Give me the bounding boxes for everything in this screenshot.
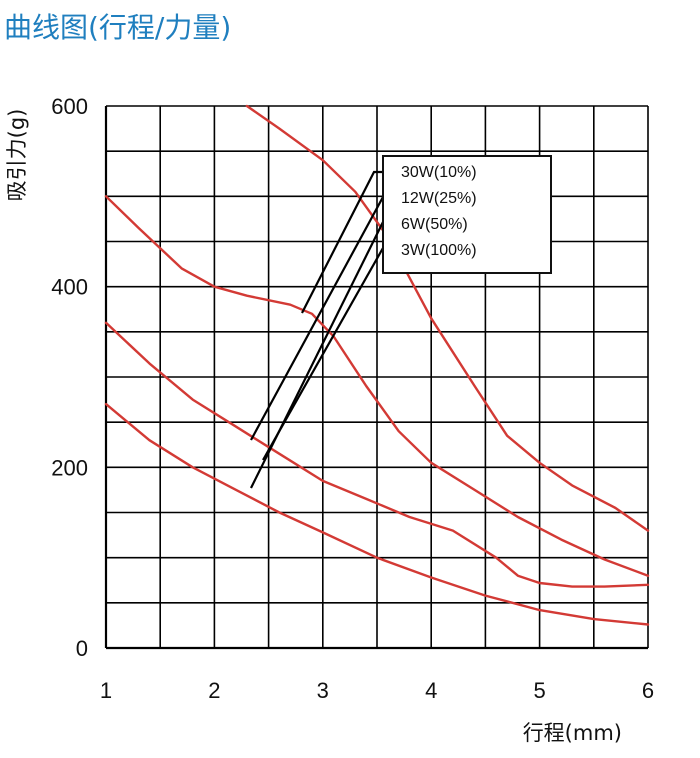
legend-leader-line-0 xyxy=(301,170,383,314)
legend-entry: 3W(100%) xyxy=(401,242,477,259)
series-line-0 xyxy=(245,104,650,532)
legend: 30W(10%) 12W(25%) 6W(50%) 3W(100%) xyxy=(382,155,552,274)
series-lines xyxy=(104,104,650,626)
x-tick-label: 1 xyxy=(100,678,112,703)
legend-entry: 12W(25%) xyxy=(401,190,477,207)
y-tick-label: 600 xyxy=(51,94,88,119)
legend-leader-line-3 xyxy=(262,247,384,461)
x-tick-label: 2 xyxy=(208,678,220,703)
x-tick-label: 4 xyxy=(425,678,437,703)
y-tick-label: 200 xyxy=(51,455,88,480)
legend-leader-line-1 xyxy=(250,196,384,441)
x-tick-label: 6 xyxy=(642,678,654,703)
x-tick-label: 5 xyxy=(533,678,545,703)
legend-entry: 6W(50%) xyxy=(401,216,468,233)
series-line-1 xyxy=(104,195,650,577)
chart-title: 曲线图(行程/力量) xyxy=(4,11,232,44)
y-axis-label: 吸引力(g) xyxy=(5,109,29,202)
legend-entry: 30W(10%) xyxy=(401,164,477,181)
y-tick-label: 0 xyxy=(76,636,88,661)
series-line-3 xyxy=(104,402,650,626)
y-axis-label-group: 吸引力(g) xyxy=(5,109,29,202)
series-line-2 xyxy=(104,321,650,588)
x-axis-label: 行程(mm) xyxy=(523,721,622,745)
x-axis-ticks: 1 2 3 4 5 6 xyxy=(100,678,654,703)
x-tick-label: 3 xyxy=(317,678,329,703)
y-tick-label: 400 xyxy=(51,275,88,300)
y-axis-ticks: 0 200 400 600 xyxy=(51,94,88,661)
legend-box xyxy=(382,155,552,274)
grid xyxy=(104,105,649,650)
legend-leader-lines xyxy=(250,170,384,489)
